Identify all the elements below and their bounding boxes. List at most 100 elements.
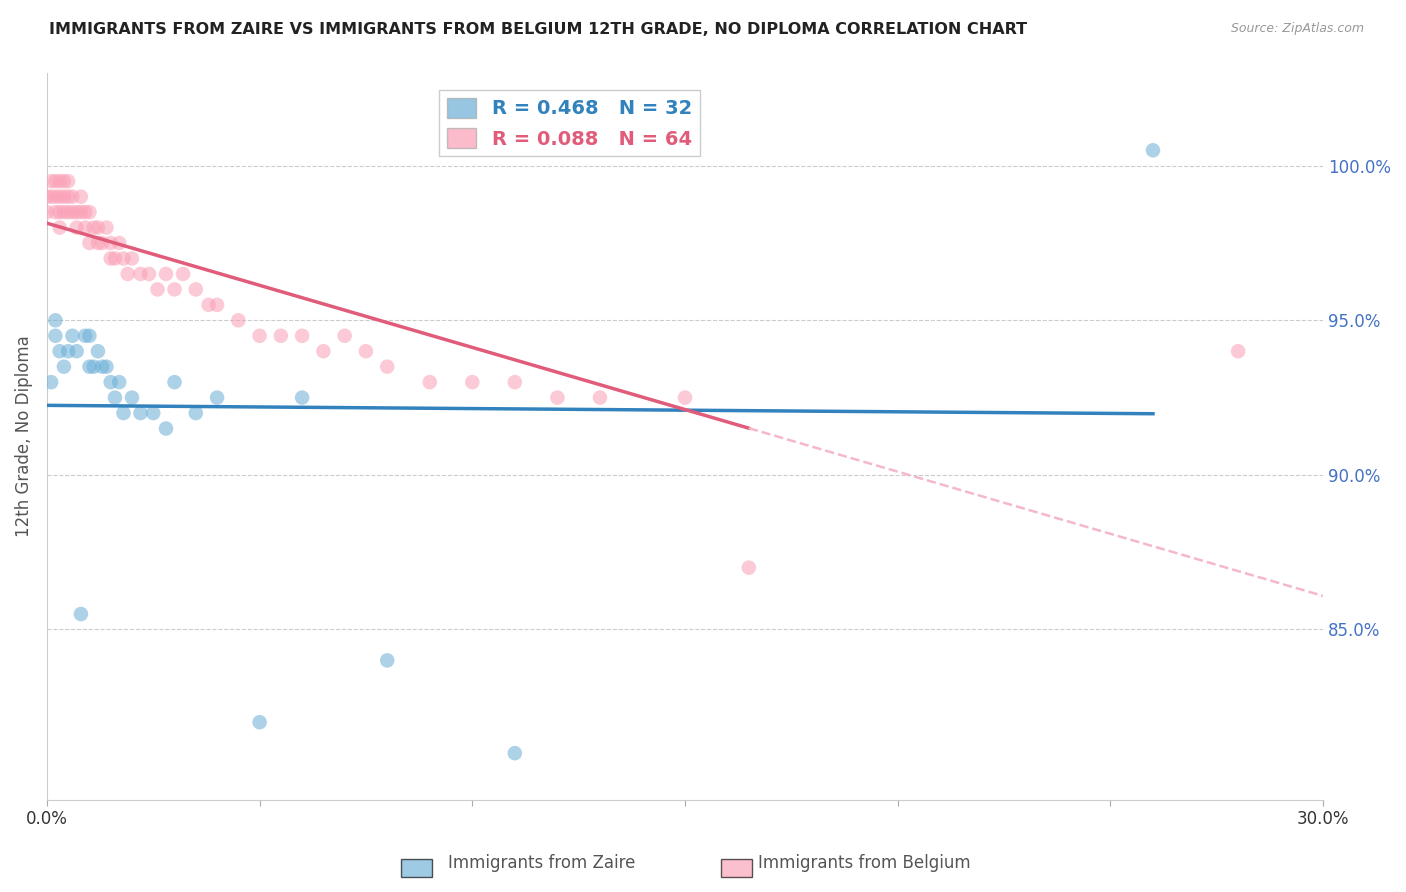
Point [738,560,761,574]
Point [66,205,89,219]
Point [96,359,118,374]
Point [312,344,335,359]
Point [333,328,356,343]
Point [673,391,696,405]
Point [228,313,250,327]
Point [75,220,97,235]
Point [39,174,62,188]
Text: Source: ZipAtlas.com: Source: ZipAtlas.com [1230,22,1364,36]
Point [91,235,114,250]
Point [62,205,84,219]
Point [142,406,165,420]
Point [146,282,169,296]
Point [546,391,568,405]
Point [35,205,58,219]
Point [79,235,101,250]
Point [44,205,66,219]
Point [48,344,70,359]
Text: Immigrants from Belgium: Immigrants from Belgium [758,855,972,872]
Point [52,174,75,188]
Point [35,189,58,203]
Point [249,715,271,730]
Point [354,344,377,359]
Point [129,267,152,281]
Point [83,359,105,374]
Point [100,252,122,266]
Point [589,391,612,405]
Point [75,328,97,343]
Point [419,375,441,389]
Point [197,298,219,312]
Point [108,375,131,389]
Point [39,375,62,389]
Point [461,375,484,389]
Legend: R = 0.468   N = 32, R = 0.088   N = 64: R = 0.468 N = 32, R = 0.088 N = 64 [440,90,700,156]
Point [121,252,143,266]
Point [48,189,70,203]
Point [155,421,177,435]
Point [87,235,110,250]
Point [48,220,70,235]
Point [56,205,79,219]
Y-axis label: 12th Grade, No Diploma: 12th Grade, No Diploma [15,335,32,537]
Point [375,359,398,374]
Point [44,189,66,203]
Point [79,359,101,374]
Point [70,607,93,621]
Point [70,189,93,203]
Point [91,359,114,374]
Point [172,267,194,281]
Point [79,328,101,343]
Point [117,267,139,281]
Point [184,282,207,296]
Point [249,328,271,343]
Point [270,328,292,343]
Point [375,653,398,667]
Point [52,205,75,219]
Point [66,220,89,235]
Point [163,375,186,389]
Point [52,359,75,374]
Point [100,375,122,389]
Point [108,235,131,250]
Point [66,344,89,359]
Point [112,406,135,420]
Point [503,746,526,760]
Point [1142,143,1164,157]
Point [70,205,93,219]
Point [87,344,110,359]
Point [44,328,66,343]
Point [39,189,62,203]
Point [44,313,66,327]
Point [44,174,66,188]
Point [48,174,70,188]
Point [56,189,79,203]
Point [129,406,152,420]
Point [184,406,207,420]
Text: IMMIGRANTS FROM ZAIRE VS IMMIGRANTS FROM BELGIUM 12TH GRADE, NO DIPLOMA CORRELAT: IMMIGRANTS FROM ZAIRE VS IMMIGRANTS FROM… [49,22,1028,37]
Text: Immigrants from Zaire: Immigrants from Zaire [447,855,636,872]
Point [48,205,70,219]
Point [121,391,143,405]
Point [291,391,314,405]
Point [205,391,228,405]
Point [56,174,79,188]
Point [62,189,84,203]
Point [52,189,75,203]
Point [96,220,118,235]
Point [75,205,97,219]
Point [1227,344,1250,359]
Point [104,252,127,266]
Point [87,220,110,235]
Point [104,391,127,405]
Point [79,205,101,219]
Point [155,267,177,281]
Point [138,267,160,281]
Point [291,328,314,343]
Point [163,282,186,296]
Point [205,298,228,312]
Point [62,328,84,343]
Point [83,220,105,235]
Point [112,252,135,266]
Point [100,235,122,250]
